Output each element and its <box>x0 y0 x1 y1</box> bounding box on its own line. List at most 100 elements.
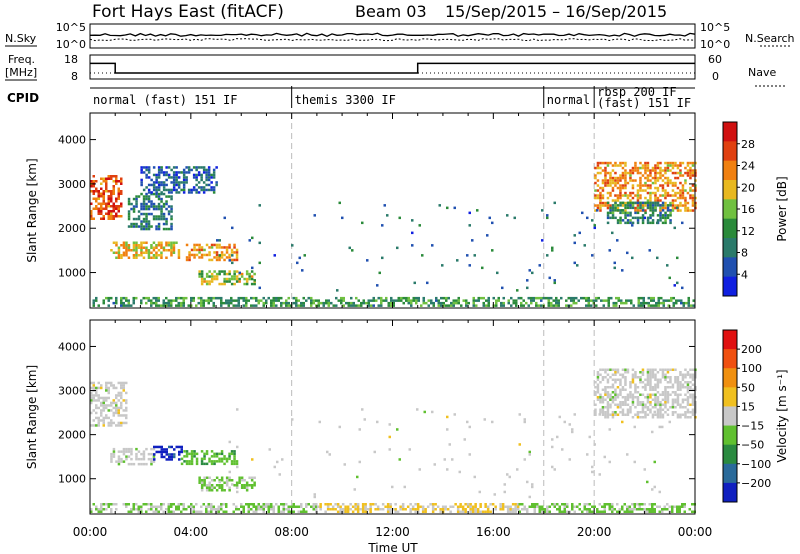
data-cell <box>227 299 230 302</box>
data-cell <box>122 251 126 254</box>
data-cell <box>646 166 650 170</box>
data-cell <box>140 181 143 184</box>
data-cell <box>604 176 607 180</box>
data-cell <box>638 505 641 508</box>
data-cell <box>115 177 118 180</box>
data-cell <box>619 378 622 381</box>
data-cell <box>657 296 660 300</box>
data-cell <box>604 398 607 401</box>
data-cell <box>235 277 239 281</box>
data-cell <box>477 299 480 302</box>
data-cell <box>642 301 645 305</box>
data-cell <box>618 508 621 511</box>
data-cell <box>614 164 617 167</box>
data-cell <box>155 217 158 221</box>
data-cell <box>97 207 100 210</box>
data-cell <box>649 368 652 371</box>
data-cell <box>421 510 425 513</box>
data-cell <box>685 301 688 305</box>
data-cell <box>616 179 620 182</box>
data-cell <box>648 249 651 252</box>
data-cell <box>479 505 482 508</box>
data-cell <box>325 301 328 305</box>
data-cell <box>464 508 467 511</box>
data-cell <box>130 450 133 453</box>
data-cell <box>125 450 128 453</box>
data-cell <box>451 505 455 508</box>
colorbar-swatch <box>723 387 737 407</box>
data-cell <box>402 296 405 300</box>
data-cell <box>614 388 617 391</box>
data-cell <box>626 206 630 210</box>
data-cell <box>170 251 173 254</box>
data-cell <box>177 508 180 511</box>
data-cell <box>112 202 115 205</box>
data-cell <box>142 188 146 192</box>
data-cell <box>596 373 600 376</box>
data-cell <box>247 508 250 511</box>
data-cell <box>208 270 211 273</box>
data-cell <box>583 503 586 506</box>
data-cell <box>684 201 687 205</box>
data-cell <box>142 227 146 231</box>
data-cell <box>175 176 178 179</box>
data-cell <box>619 388 622 391</box>
data-cell <box>599 166 602 170</box>
data-cell <box>641 214 645 217</box>
data-cell <box>97 381 100 385</box>
data-cell <box>629 194 632 197</box>
data-cell <box>265 301 268 305</box>
data-cell <box>195 183 198 187</box>
data-cell <box>655 304 658 307</box>
data-cell <box>596 179 600 182</box>
data-cell <box>624 161 627 165</box>
data-cell <box>621 209 624 212</box>
data-cell <box>419 505 422 508</box>
data-cell <box>671 201 675 205</box>
data-cell <box>487 296 490 300</box>
data-cell <box>165 166 168 169</box>
data-cell <box>127 455 131 458</box>
data-cell <box>604 179 607 182</box>
data-cell <box>601 179 605 182</box>
data-cell <box>112 447 116 451</box>
data-cell <box>262 301 265 305</box>
data-cell <box>150 225 153 228</box>
data-cell <box>117 391 120 395</box>
data-cell <box>664 406 667 409</box>
data-cell <box>646 204 650 207</box>
data-cell <box>599 408 602 411</box>
data-cell <box>315 503 318 506</box>
data-cell <box>619 383 622 386</box>
data-cell <box>167 299 170 302</box>
data-cell <box>92 185 95 188</box>
data-cell <box>102 508 105 511</box>
data-cell <box>97 421 100 425</box>
data-cell <box>680 301 683 305</box>
data-cell <box>636 209 640 212</box>
data-cell <box>157 510 160 513</box>
data-cell <box>586 508 589 511</box>
data-cell <box>195 188 198 192</box>
data-cell <box>177 176 181 179</box>
data-cell <box>203 457 206 461</box>
data-cell <box>255 304 258 307</box>
data-cell <box>598 473 601 476</box>
data-cell <box>668 276 671 280</box>
data-cell <box>238 479 241 482</box>
data-cell <box>394 508 397 511</box>
data-cell <box>410 299 413 302</box>
data-cell <box>689 368 692 371</box>
data-cell <box>646 201 650 205</box>
data-cell <box>95 296 98 300</box>
data-cell <box>390 301 393 305</box>
data-cell <box>170 505 173 508</box>
nave-label: Nave <box>748 66 776 79</box>
data-cell <box>318 420 321 424</box>
data-cell <box>532 296 535 300</box>
data-cell <box>127 256 131 259</box>
data-cell <box>112 414 115 417</box>
data-cell <box>612 301 615 305</box>
data-cell <box>679 194 682 197</box>
data-cell <box>616 206 620 210</box>
